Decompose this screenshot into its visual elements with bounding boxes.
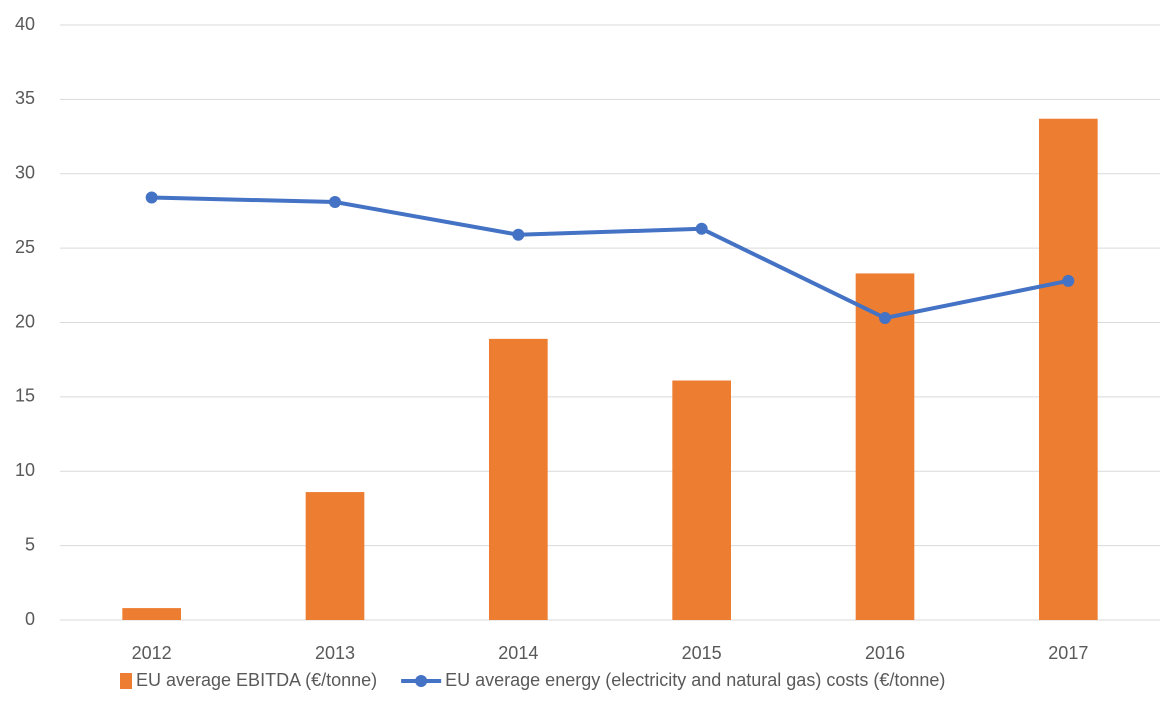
y-tick-label: 15 xyxy=(15,386,35,406)
x-tick-label: 2014 xyxy=(498,643,538,663)
y-tick-label: 0 xyxy=(25,609,35,629)
x-tick-label: 2017 xyxy=(1048,643,1088,663)
y-tick-label: 30 xyxy=(15,163,35,183)
bar xyxy=(855,273,915,620)
y-tick-label: 40 xyxy=(15,14,35,34)
bar xyxy=(305,492,365,620)
y-tick-label: 10 xyxy=(15,460,35,480)
line-marker xyxy=(145,191,158,204)
bar xyxy=(489,338,548,620)
x-tick-label: 2012 xyxy=(132,643,172,663)
bar xyxy=(122,608,181,620)
line-marker xyxy=(879,312,891,325)
bar xyxy=(1039,118,1098,621)
legend-swatch xyxy=(120,673,132,689)
y-tick-label: 35 xyxy=(15,88,35,108)
legend-label: EU average energy (electricity and natur… xyxy=(445,670,945,690)
line-marker xyxy=(695,222,708,235)
y-tick-label: 20 xyxy=(15,311,35,331)
line-marker xyxy=(512,228,525,241)
line xyxy=(151,195,1069,321)
x-tick-label: 2013 xyxy=(315,643,355,663)
bar xyxy=(672,380,731,620)
line-marker xyxy=(329,196,341,209)
y-tick-label: 5 xyxy=(25,534,35,554)
x-tick-label: 2015 xyxy=(682,643,722,663)
x-tick-label: 2016 xyxy=(865,643,905,663)
legend-label: EU average EBITDA (€/tonne) xyxy=(136,670,377,690)
legend-swatch xyxy=(415,675,428,687)
line-marker xyxy=(1062,274,1075,287)
y-tick-label: 25 xyxy=(15,237,35,257)
